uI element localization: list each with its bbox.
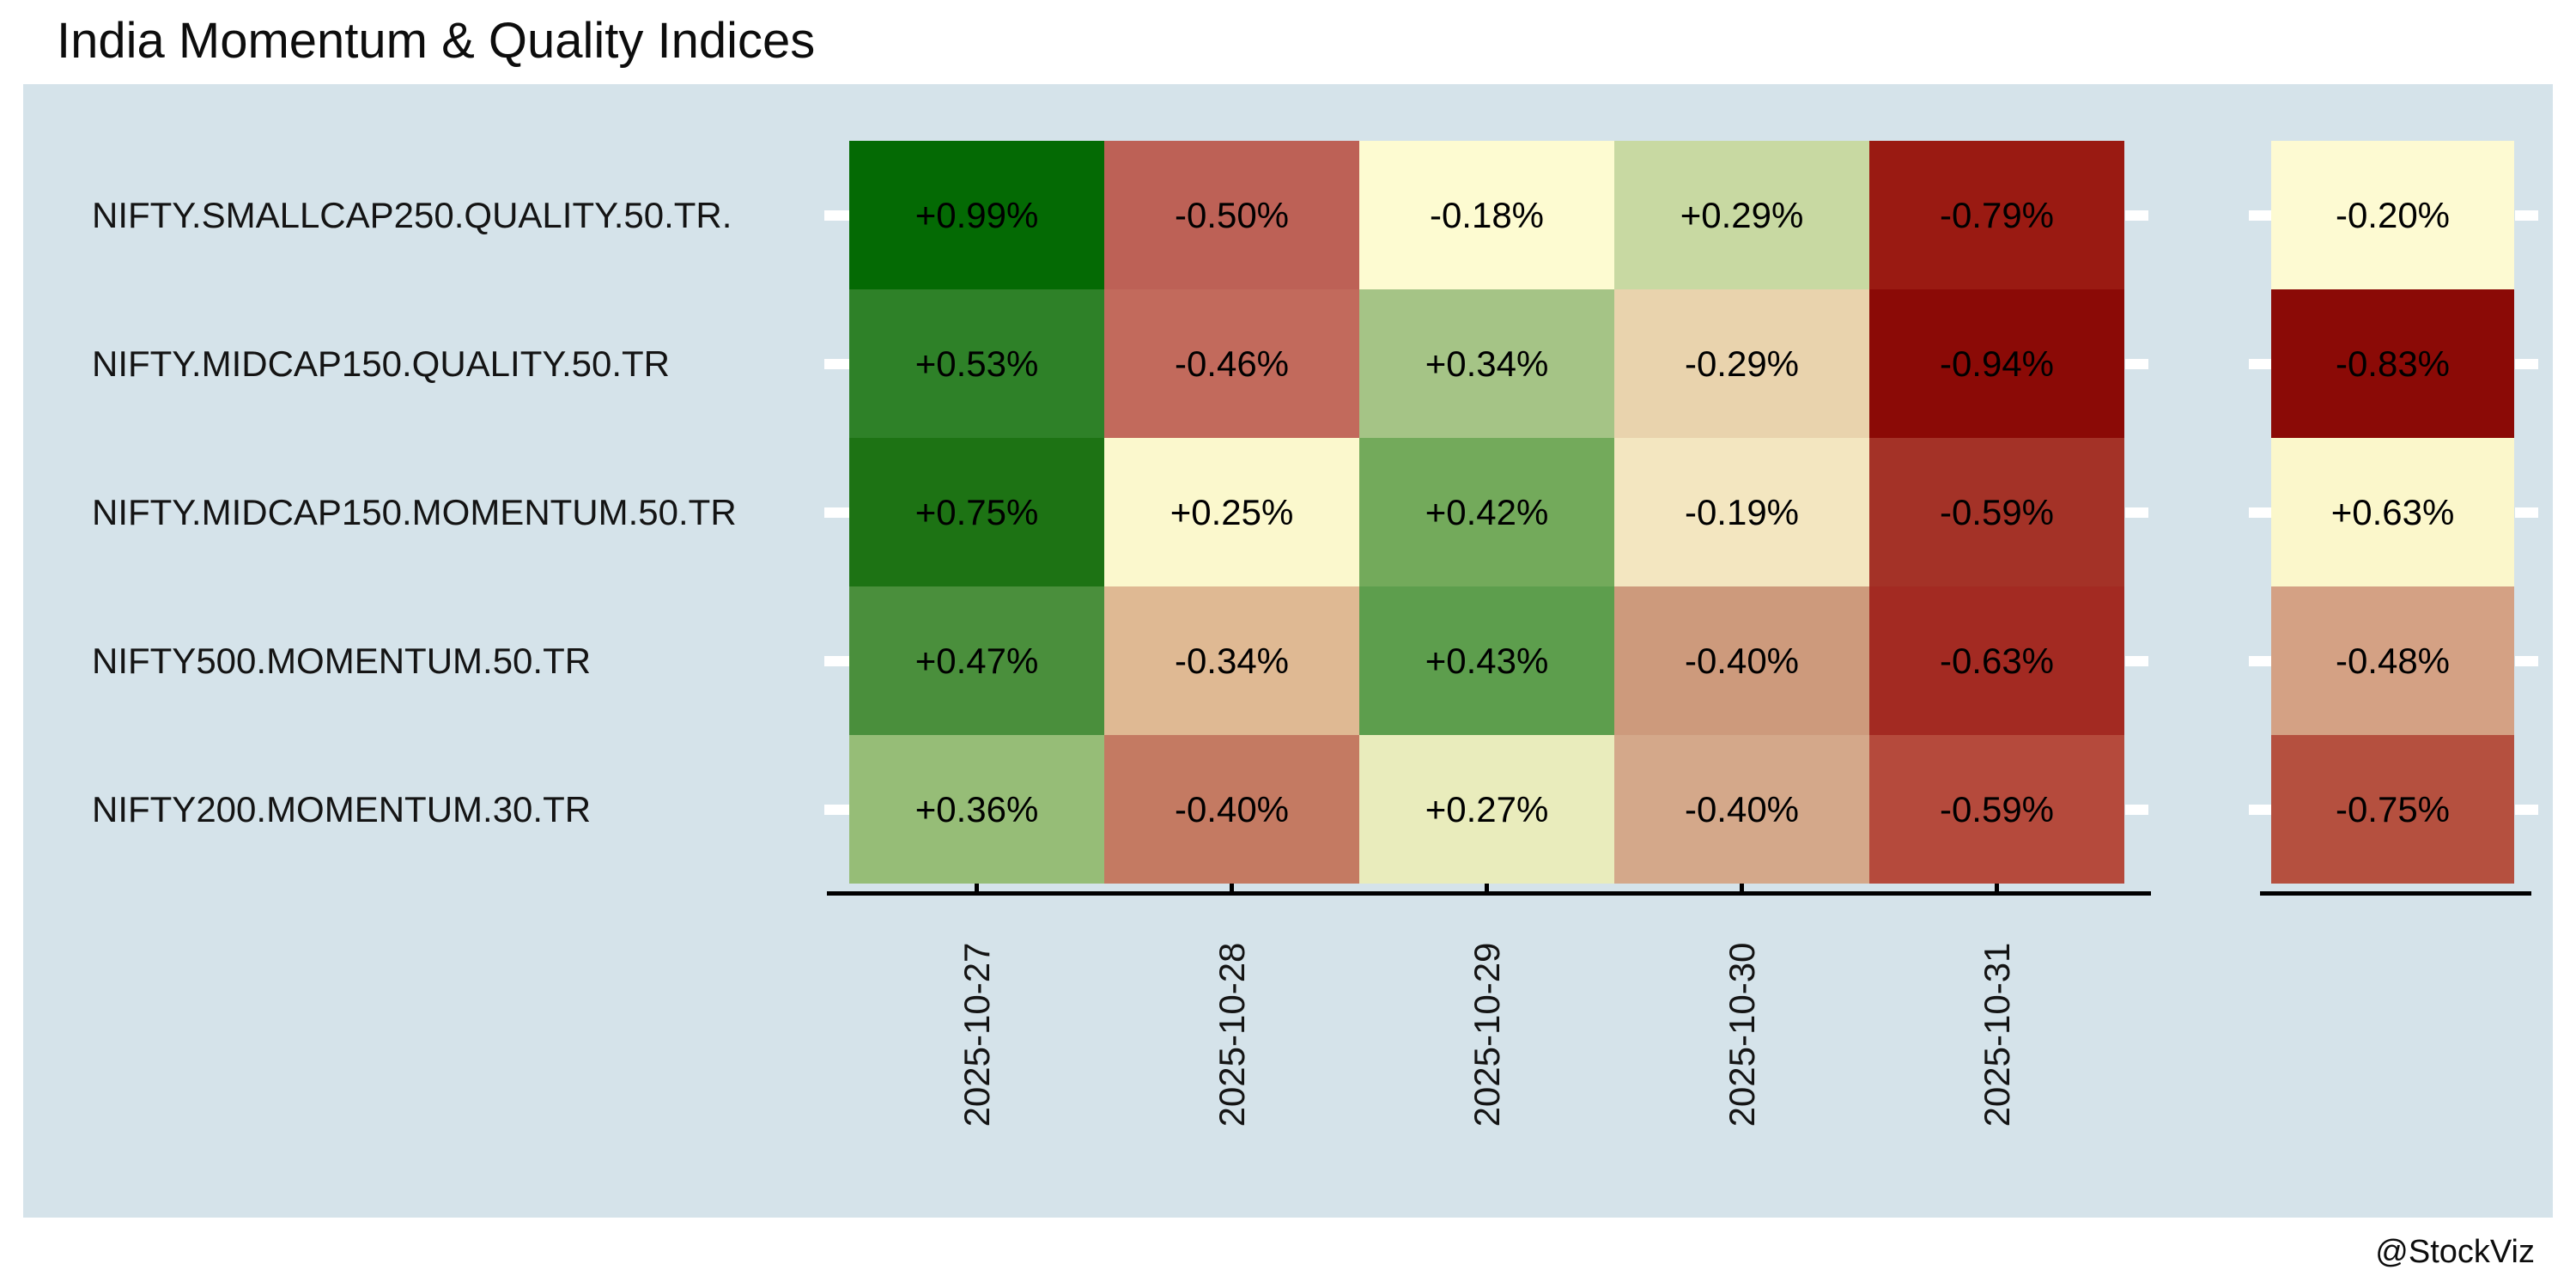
heatmap-cell: -0.29% — [1614, 289, 1869, 438]
row-label: NIFTY500.MOMENTUM.50.TR — [92, 640, 592, 681]
x-tick — [1995, 884, 1999, 893]
date-tick-label: 2025-10-27 — [956, 942, 997, 1127]
y-tick — [2125, 804, 2148, 815]
date-tick-label: 2025-10-31 — [1976, 942, 2017, 1127]
heatmap-cell: +0.36% — [849, 735, 1104, 884]
y-tick — [2125, 358, 2148, 369]
x-tick — [975, 884, 979, 893]
heatmap-cell: +0.53% — [849, 289, 1104, 438]
heatmap-cell: +0.29% — [1614, 141, 1869, 289]
heatmap-cell: -0.63% — [1869, 586, 2124, 735]
total-cell: -0.75% — [2271, 735, 2514, 884]
y-tick — [2249, 804, 2271, 815]
date-tick-label: 2025-10-30 — [1721, 942, 1762, 1127]
heatmap-cell: -0.40% — [1614, 586, 1869, 735]
chart-title: India Momentum & Quality Indices — [57, 13, 816, 69]
y-tick — [2249, 210, 2271, 221]
total-cell: -0.83% — [2271, 289, 2514, 438]
y-tick — [2249, 655, 2271, 666]
y-tick — [2515, 210, 2538, 221]
heatmap-cell: -0.50% — [1104, 141, 1359, 289]
heatmap-cell: +0.27% — [1359, 735, 1614, 884]
x-tick — [1230, 884, 1234, 893]
heatmap-cell: -0.34% — [1104, 586, 1359, 735]
heatmap-cell: -0.46% — [1104, 289, 1359, 438]
date-tick-label: 2025-10-28 — [1211, 942, 1252, 1127]
y-tick — [2125, 655, 2148, 666]
y-tick — [2515, 804, 2538, 815]
heatmap-cell: +0.25% — [1104, 438, 1359, 586]
y-tick — [824, 804, 849, 815]
y-tick — [2515, 655, 2538, 666]
heatmap-cell: -0.59% — [1869, 735, 2124, 884]
y-tick — [2125, 507, 2148, 518]
row-label: NIFTY200.MOMENTUM.30.TR — [92, 788, 592, 829]
heatmap-cell: -0.18% — [1359, 141, 1614, 289]
heatmap-cell: -0.40% — [1104, 735, 1359, 884]
total-axis-line — [2260, 891, 2531, 896]
y-tick — [824, 358, 849, 369]
y-tick — [2515, 358, 2538, 369]
total-cell: -0.20% — [2271, 141, 2514, 289]
x-tick — [1740, 884, 1744, 893]
heatmap-cell: +0.75% — [849, 438, 1104, 586]
x-tick — [1485, 884, 1489, 893]
heatmap-cell: -0.94% — [1869, 289, 2124, 438]
heatmap-cell: -0.79% — [1869, 141, 2124, 289]
heatmap-cell: +0.34% — [1359, 289, 1614, 438]
date-tick-label: 2025-10-29 — [1466, 942, 1507, 1127]
heatmap-cell: +0.42% — [1359, 438, 1614, 586]
heatmap-cell: -0.59% — [1869, 438, 2124, 586]
row-label: NIFTY.SMALLCAP250.QUALITY.50.TR. — [92, 194, 732, 235]
x-axis-line — [827, 891, 2151, 896]
row-label: NIFTY.MIDCAP150.QUALITY.50.TR — [92, 343, 671, 384]
y-tick — [2249, 507, 2271, 518]
watermark: @StockViz — [2375, 1234, 2535, 1270]
row-label: NIFTY.MIDCAP150.MOMENTUM.50.TR — [92, 491, 737, 532]
total-cell: +0.63% — [2271, 438, 2514, 586]
heatmap-cell: +0.47% — [849, 586, 1104, 735]
y-tick — [2125, 210, 2148, 221]
y-tick — [2515, 507, 2538, 518]
heatmap-cell: -0.40% — [1614, 735, 1869, 884]
heatmap-cell: -0.19% — [1614, 438, 1869, 586]
y-tick — [824, 210, 849, 221]
heatmap-cell: +0.43% — [1359, 586, 1614, 735]
total-cell: -0.48% — [2271, 586, 2514, 735]
y-tick — [824, 655, 849, 666]
y-tick — [824, 507, 849, 518]
y-tick — [2249, 358, 2271, 369]
heatmap-cell: +0.99% — [849, 141, 1104, 289]
